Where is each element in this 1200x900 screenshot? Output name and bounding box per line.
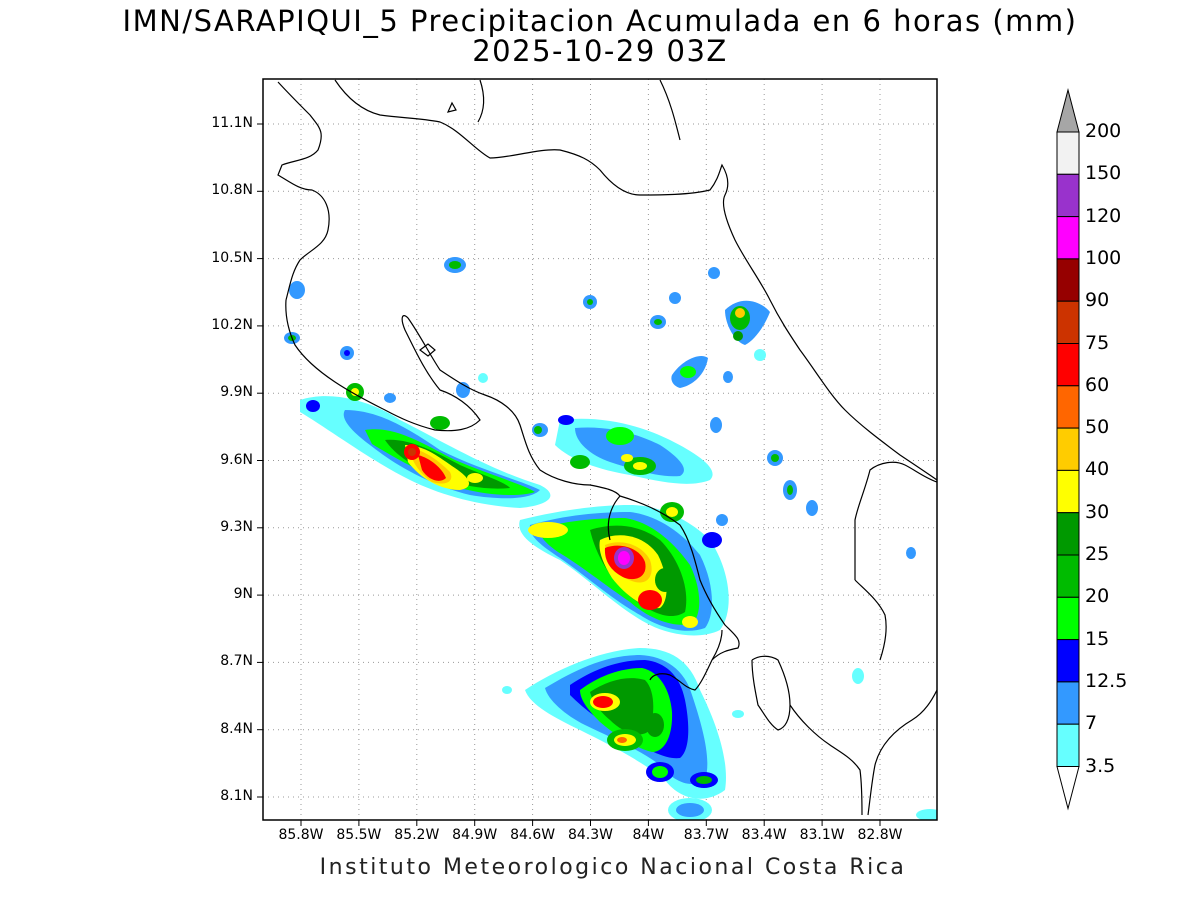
colorbar-swatch xyxy=(1056,385,1080,429)
lon-label: 85.5W xyxy=(336,827,382,843)
caribbean-border-north xyxy=(334,79,937,481)
coast-link xyxy=(711,629,723,661)
lat-label: 8.4N xyxy=(220,720,253,737)
lat-label: 9N xyxy=(233,586,253,603)
colorbar-swatch xyxy=(1056,681,1080,725)
lake-edge xyxy=(477,79,485,123)
colorbar-label: 50 xyxy=(1085,416,1110,439)
colorbar-swatch xyxy=(1056,258,1080,302)
lat-label: 10.5N xyxy=(211,249,253,266)
colorbar-swatch xyxy=(1056,469,1080,514)
map-title: IMN/SARAPIQUI_5 Precipitacion Acumulada … xyxy=(122,4,1078,38)
colorbar-label: 3.5 xyxy=(1085,754,1116,777)
lat-label: 10.2N xyxy=(211,316,253,333)
precip-band-central xyxy=(519,502,729,636)
map-frame xyxy=(262,78,938,821)
lon-label: 84W xyxy=(632,827,665,843)
lon-label: 83.4W xyxy=(741,827,787,843)
colorbar-swatch xyxy=(1056,596,1080,641)
coastline-borders xyxy=(277,79,937,816)
colorbar-swatch xyxy=(1056,173,1080,218)
bocas-coast xyxy=(854,579,887,661)
border-segment xyxy=(659,79,681,141)
caribbean-coast-east xyxy=(854,461,937,580)
colorbar-label: 20 xyxy=(1085,585,1110,608)
golfito-coast xyxy=(751,655,791,731)
colorbar-label: 100 xyxy=(1085,246,1122,269)
colorbar-swatch xyxy=(1056,131,1080,175)
colorbar-swatch xyxy=(1056,512,1080,556)
lon-label: 82.8W xyxy=(857,827,903,843)
colorbar-label: 60 xyxy=(1085,373,1110,396)
colorbar-label: 15 xyxy=(1085,627,1110,650)
colorbar-swatch xyxy=(1056,343,1080,387)
panama-coast xyxy=(867,689,937,816)
colorbar-label: 40 xyxy=(1085,458,1110,481)
colorbar-label: 120 xyxy=(1085,204,1122,227)
lat-label: 9.9N xyxy=(220,384,253,401)
precip-band-south xyxy=(525,648,726,820)
precip-band-north-central xyxy=(532,415,713,484)
colorbar-swatch xyxy=(1056,639,1080,683)
lat-label: 11.1N xyxy=(211,115,253,131)
lat-label: 9.3N xyxy=(220,518,253,535)
lat-label: 10.8N xyxy=(211,182,253,199)
colorbar-under-triangle xyxy=(1056,766,1080,811)
lon-label: 83.1W xyxy=(799,827,845,843)
colorbar-label: 90 xyxy=(1085,289,1110,312)
colorbar-label: 200 xyxy=(1085,120,1122,142)
lon-label: 83.7W xyxy=(683,827,729,843)
lon-label: 84.6W xyxy=(510,827,556,843)
precip-scattered-cells xyxy=(284,257,937,820)
island-gulf xyxy=(419,343,436,357)
precipitation-field xyxy=(284,257,937,820)
colorbar-label: 30 xyxy=(1085,500,1110,523)
nicoya-peninsula-coast xyxy=(285,299,621,541)
colorbar-label: 75 xyxy=(1085,331,1110,354)
colorbar-label: 12.5 xyxy=(1085,669,1128,692)
lat-label: 8.7N xyxy=(220,653,253,670)
colorbar-swatch xyxy=(1056,427,1080,471)
lon-label: 84.3W xyxy=(567,827,613,843)
colorbar-label: 25 xyxy=(1085,543,1110,565)
precip-band-northwest xyxy=(300,383,551,508)
colorbar-over-triangle xyxy=(1056,88,1080,133)
lon-label: 85.8W xyxy=(278,827,324,843)
colorbar-swatch xyxy=(1056,216,1080,260)
lon-label: 85.2W xyxy=(394,827,440,843)
colorbar-swatch xyxy=(1056,554,1080,598)
central-pacific-coast xyxy=(619,495,740,661)
lat-label: 9.6N xyxy=(220,451,253,468)
colorbar-swatch xyxy=(1056,300,1080,345)
osa-coast xyxy=(649,659,713,691)
panama-border-south xyxy=(789,704,863,816)
colorbar-label: 150 xyxy=(1085,162,1122,185)
colorbar-swatch xyxy=(1056,723,1080,768)
map-valid-time: 2025-10-29 03Z xyxy=(472,34,728,68)
nicaragua-pacific-coast xyxy=(277,81,330,301)
lat-label: 8.1N xyxy=(220,788,253,804)
colorbar xyxy=(1056,88,1080,811)
colorbar-label: 7 xyxy=(1085,712,1098,735)
footer-credit: Instituto Meteorologico Nacional Costa R… xyxy=(319,855,907,880)
island-small xyxy=(446,101,457,113)
lon-label: 84.9W xyxy=(452,827,498,843)
